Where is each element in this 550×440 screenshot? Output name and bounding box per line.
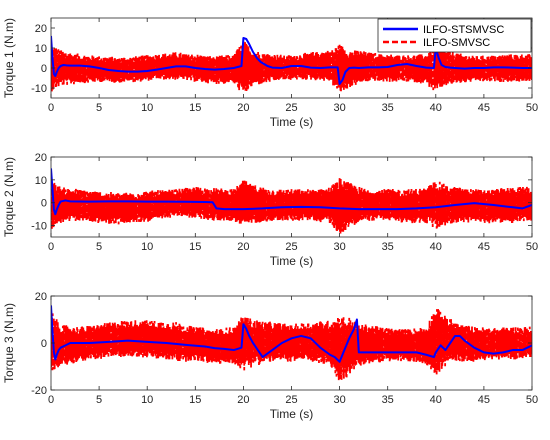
y-tick-label: 0 [41,338,47,350]
x-tick-label: 0 [48,394,54,406]
x-tick-label: 30 [333,241,345,253]
series-ilfo-stsmvsc-line [51,168,532,216]
x-tick-label: 40 [430,394,442,406]
plot-lines [51,305,532,382]
y-axis-label: Torque 2 (N.m) [2,157,16,237]
y-tick-label: 10 [35,43,47,55]
series-ilfo-smvsc-line [51,40,532,92]
y-tick-label: 0 [41,198,47,210]
x-tick-label: 5 [96,241,102,253]
y-tick-label: 20 [35,23,47,35]
x-tick-label: 10 [141,394,153,406]
y-axis-label: Torque 1 (N.m) [2,18,16,98]
y-tick-label: 0 [41,63,47,75]
x-tick-label: 10 [141,241,153,253]
y-tick-label: -10 [31,83,47,95]
x-tick-label: 50 [526,102,538,114]
x-tick-label: 0 [48,241,54,253]
x-tick-label: 15 [189,241,201,253]
series-ilfo-stsmvsc-line [51,305,532,363]
y-tick-label: -20 [31,385,47,397]
x-tick-label: 35 [382,102,394,114]
plot-lines [51,168,532,234]
y-tick-label: 10 [35,175,47,187]
series-ilfo-stsmvsc-line [51,35,532,85]
x-tick-label: 30 [333,394,345,406]
x-axis-label: Time (s) [270,115,314,129]
x-tick-label: 45 [478,241,490,253]
y-tick-label: -10 [31,221,47,233]
x-tick-label: 10 [141,102,153,114]
legend-box [377,18,532,53]
plot-lines [51,35,532,92]
y-axis-label: Torque 3 (N.m) [2,303,16,383]
x-tick-label: 15 [189,102,201,114]
x-tick-label: 25 [285,394,297,406]
x-tick-label: 20 [237,241,249,253]
x-tick-label: 20 [237,102,249,114]
x-tick-label: 5 [96,102,102,114]
x-tick-label: 35 [382,241,394,253]
x-tick-label: 50 [526,394,538,406]
y-tick-label: 20 [35,152,47,164]
legend-entry-label: ILFO-SMVSC [423,37,490,49]
x-tick-label: 50 [526,241,538,253]
x-tick-label: 25 [285,241,297,253]
x-tick-label: 30 [333,102,345,114]
x-tick-label: 40 [430,102,442,114]
x-tick-label: 0 [48,102,54,114]
x-tick-label: 20 [237,394,249,406]
x-tick-label: 35 [382,394,394,406]
x-tick-label: 5 [96,394,102,406]
x-tick-label: 45 [478,394,490,406]
x-axis-label: Time (s) [270,254,314,268]
x-axis-label: Time (s) [270,407,314,421]
legend-entry-label: ILFO-STSMVSC [423,24,504,36]
y-tick-label: 20 [35,291,47,303]
x-tick-label: 25 [285,102,297,114]
x-tick-label: 45 [478,102,490,114]
x-tick-label: 15 [189,394,201,406]
x-tick-label: 40 [430,241,442,253]
series-ilfo-smvsc-line [51,178,532,234]
